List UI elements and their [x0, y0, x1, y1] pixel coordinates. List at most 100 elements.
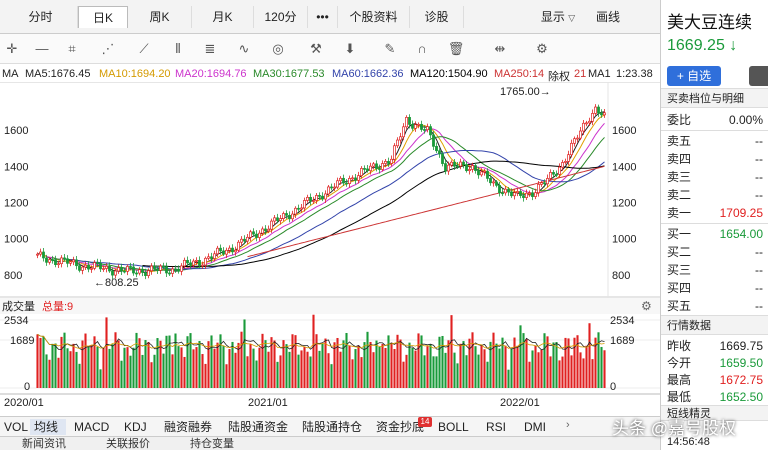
candle-body: [57, 263, 60, 266]
candle-body: [519, 191, 522, 196]
candle-body: [471, 165, 474, 170]
volume-bar: [558, 360, 561, 388]
candle-body: [75, 259, 78, 267]
tab-hk-connect-holding[interactable]: 陆股通持仓: [302, 419, 362, 435]
wave-icon[interactable]: ∿: [238, 41, 250, 56]
tab-margin[interactable]: 融资融券: [164, 419, 212, 435]
tab-dmi[interactable]: DMI: [524, 419, 546, 435]
tab-kdj[interactable]: KDJ: [124, 419, 147, 435]
volume-bar: [51, 343, 54, 388]
volume-bar: [357, 345, 360, 388]
more-actions-button[interactable]: [749, 66, 768, 86]
gear-icon[interactable]: ⚙: [536, 41, 548, 56]
candle-body: [108, 265, 111, 272]
candlestick-chart[interactable]: 800 800 1000 1000 1200 1200 1400 1400 1600 1600 1…: [0, 82, 660, 298]
tab-120min[interactable]: 120分: [254, 6, 308, 28]
fibonacci-icon[interactable]: ≣: [204, 41, 216, 56]
candle-body: [159, 265, 162, 271]
tab-boll[interactable]: BOLL: [438, 419, 469, 435]
crop-icon[interactable]: ⌗: [68, 41, 76, 56]
volume-bar: [99, 369, 102, 388]
magnet-icon[interactable]: ∩: [417, 41, 427, 56]
candle-body: [603, 112, 606, 116]
candle-body: [162, 265, 165, 268]
news-tab-bar: 新闻资讯 关联报价 持仓变量: [0, 436, 660, 450]
indicator-label: 均线: [34, 420, 59, 434]
tab-vol[interactable]: VOL: [2, 419, 30, 435]
indicator-label: 融资融券: [164, 420, 213, 434]
add-watchlist-button[interactable]: + 自选: [667, 66, 721, 86]
candle-body: [549, 172, 552, 179]
news-tab-label: 持仓变量: [190, 438, 234, 450]
tab-weekly-k[interactable]: 周K: [128, 6, 192, 28]
volume-bar: [519, 325, 522, 388]
volume-tick: 1689: [10, 335, 34, 347]
candle-body: [243, 238, 246, 242]
more-tabs-button[interactable]: •••: [308, 6, 338, 28]
candle-body: [489, 178, 492, 184]
ray-line-icon[interactable]: ⟋: [139, 41, 149, 56]
candles: [36, 104, 606, 280]
volume-total: 总量:9: [42, 299, 73, 313]
candle-body: [210, 256, 213, 259]
brush-icon[interactable]: ✎: [384, 41, 396, 56]
quote-value: 1652.50: [719, 390, 763, 404]
arrow-down-icon[interactable]: ⬇: [344, 41, 356, 56]
volume-bar: [462, 341, 465, 388]
quote-value: 1669.75: [719, 339, 763, 353]
volume-bar: [273, 340, 276, 388]
candle-body: [465, 164, 468, 172]
draw-line-button[interactable]: 画线: [588, 6, 628, 28]
tab-hk-connect-fund[interactable]: 陆股通资金: [228, 419, 288, 435]
tab-bottom-fishing[interactable]: 资金抄底: [376, 419, 424, 435]
tab-label: 诊股: [424, 10, 449, 24]
candle-body: [552, 172, 555, 175]
volume-bar: [300, 350, 303, 388]
candle-body: [258, 232, 261, 238]
tab-intraday[interactable]: 分时: [4, 6, 78, 28]
tab-daily-k[interactable]: 日K: [78, 6, 128, 28]
tab-news[interactable]: 新闻资讯: [22, 437, 66, 451]
vertical-lines-icon[interactable]: ⦀: [175, 41, 181, 56]
candle-body: [315, 195, 318, 201]
volume-bar: [309, 356, 312, 388]
tab-diagnose[interactable]: 诊股: [410, 6, 464, 28]
tab-monthly-k[interactable]: 月K: [192, 6, 254, 28]
gavel-icon[interactable]: ⚒: [310, 41, 322, 56]
crosshair-icon[interactable]: ✛: [6, 41, 18, 56]
volume-bar: [324, 338, 327, 388]
volume-chart[interactable]: 成交量 总量:9 ⚙ 2534 1689 0 2534 1689 0 2020/…: [0, 298, 660, 416]
display-dropdown[interactable]: 显示 ▽: [528, 6, 588, 28]
volume-bar: [579, 352, 582, 388]
candle-body: [168, 272, 171, 275]
tab-position-change[interactable]: 持仓变量: [190, 437, 234, 451]
volume-bar: [60, 336, 63, 388]
candle-body: [153, 265, 156, 270]
fan-line-icon[interactable]: ⋰: [101, 41, 115, 56]
candle-body: [453, 161, 456, 167]
candle-body: [468, 169, 471, 172]
candle-body: [345, 182, 348, 185]
chevron-right-icon[interactable]: ›: [566, 419, 570, 431]
trash-icon[interactable]: 🗑: [447, 41, 465, 56]
volume-bar: [414, 350, 417, 388]
tab-label: 分时: [28, 10, 53, 24]
zoom-range-icon[interactable]: ⇹: [494, 41, 506, 56]
volume-tick: 0: [24, 381, 30, 393]
volume-bar: [171, 354, 174, 388]
candle-body: [216, 247, 219, 255]
volume-bar: [246, 356, 249, 388]
tab-macd[interactable]: MACD: [74, 419, 109, 435]
tab-stock-profile[interactable]: 个股资料: [338, 6, 410, 28]
candle-body: [516, 191, 519, 194]
tab-rsi[interactable]: RSI: [486, 419, 506, 435]
candle-body: [510, 191, 513, 197]
horizontal-line-icon[interactable]: —: [35, 41, 49, 56]
new-badge: 14: [418, 417, 432, 427]
candle-body: [252, 231, 255, 235]
cycle-icon[interactable]: ◎: [272, 41, 284, 56]
price-tick-right: 1400: [612, 161, 636, 173]
tab-ma[interactable]: 均线: [30, 419, 66, 435]
tab-related-quotes[interactable]: 关联报价: [106, 437, 150, 451]
gear-icon[interactable]: ⚙: [641, 299, 652, 313]
